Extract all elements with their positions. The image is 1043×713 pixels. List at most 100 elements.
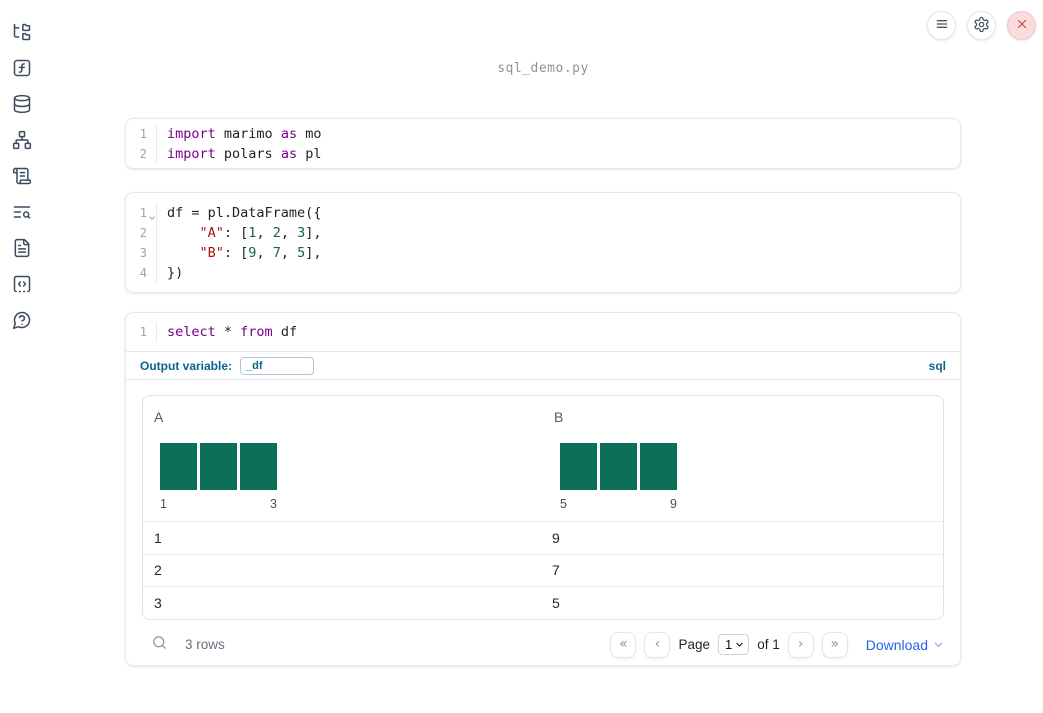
code-editor[interactable]: 1 import marimo as mo 2 import polars as pl (126, 119, 960, 168)
table-footer: 3 rows « ‹ Page 1 of 1 › » Downl (142, 628, 944, 662)
code-text: "B": [9, 7, 5], (199, 245, 322, 261)
chevron-down-icon (933, 637, 944, 653)
window-controls (927, 11, 1036, 40)
divider (126, 379, 960, 380)
code-text: select * from df (167, 324, 298, 340)
table-cell: 7 (552, 562, 560, 579)
sidebar-item-datasources[interactable] (8, 91, 36, 119)
histogram-bar (200, 443, 237, 490)
code-line: 2 "A": [1, 2, 3], (126, 223, 960, 243)
axis-min-label: 5 (560, 497, 567, 511)
menu-icon (934, 16, 950, 35)
notebook-filename: sql_demo.py (497, 61, 589, 76)
code-line: 1 select * from df (126, 322, 960, 342)
sql-cell: 1 select * from df Output variable: sql A… (125, 312, 961, 666)
line-number: 1 (126, 124, 157, 144)
line-number: 4 (126, 263, 157, 283)
line-number: 3 (126, 243, 157, 263)
menu-button[interactable] (927, 11, 956, 40)
download-label: Download (865, 636, 928, 653)
code-cell-imports: 1 import marimo as mo 2 import polars as pl (125, 118, 961, 169)
text-search-icon (12, 202, 32, 225)
histogram-bar (560, 443, 597, 490)
sidebar-item-files[interactable] (8, 19, 36, 47)
line-number: 1 (126, 203, 157, 223)
sidebar-item-outline-search[interactable] (8, 199, 36, 227)
page-label: Page (678, 637, 710, 652)
file-text-icon (12, 238, 32, 261)
code-text: df = pl.DataFrame({ (167, 205, 322, 221)
histogram-bar (640, 443, 677, 490)
first-page-button[interactable]: « (610, 631, 637, 658)
code-text: "A": [1, 2, 3], (199, 225, 322, 241)
sidebar-item-documentation[interactable] (8, 235, 36, 263)
code-editor[interactable]: 1 df = pl.DataFrame({ 2 "A": [1, 2, 3], 3 "… (126, 193, 960, 292)
column-histogram (160, 443, 277, 490)
sidebar-item-dependencies[interactable] (8, 127, 36, 155)
line-number: 1 (126, 322, 157, 342)
fold-chevron-icon[interactable] (148, 208, 156, 228)
output-variable-row: Output variable: sql (126, 352, 960, 379)
histogram-bar (600, 443, 637, 490)
code-line: 1 df = pl.DataFrame({ (126, 203, 960, 223)
code-editor[interactable]: 1 select * from df (126, 313, 960, 351)
page-of-label: of 1 (757, 637, 780, 652)
scroll-text-icon (12, 166, 32, 189)
folder-tree-icon (12, 22, 32, 45)
column-name: A (154, 409, 164, 425)
row-count-label: 3 rows (185, 637, 225, 652)
axis-min-label: 1 (160, 497, 167, 511)
code-text: import polars as pl (167, 146, 322, 162)
code-line: 2 import polars as pl (126, 144, 960, 164)
code-line: 4}) (126, 263, 960, 283)
page-select-value: 1 (724, 637, 733, 652)
code-line: 1 import marimo as mo (126, 124, 960, 144)
help-question-icon (12, 310, 32, 333)
snippets-code-icon (12, 274, 32, 297)
code-cell-dataframe: 1 df = pl.DataFrame({ 2 "A": [1, 2, 3], 3 "… (125, 192, 961, 293)
search-icon (151, 634, 168, 656)
table-cell: 5 (552, 594, 560, 611)
last-page-button[interactable]: » (821, 631, 848, 658)
chevron-down-icon (735, 637, 744, 652)
shutdown-button[interactable] (1007, 11, 1036, 40)
prev-page-button[interactable]: ‹ (644, 631, 671, 658)
histogram-bar (240, 443, 277, 490)
code-text: }) (167, 265, 184, 281)
divider (126, 351, 960, 352)
sidebar-item-snippets[interactable] (8, 271, 36, 299)
axis-max-label: 3 (270, 497, 277, 511)
sidebar-item-help[interactable] (8, 307, 36, 335)
table-cell: 3 (154, 594, 162, 611)
network-icon (12, 130, 32, 153)
line-number: 2 (126, 144, 157, 164)
page-select[interactable]: 1 (717, 634, 750, 655)
language-badge: sql (928, 358, 946, 373)
output-variable-label: Output variable: (140, 358, 233, 373)
table-cell: 9 (552, 529, 560, 546)
settings-button[interactable] (967, 11, 996, 40)
table-cell: 2 (154, 562, 162, 579)
column-name: B (554, 409, 564, 425)
function-square-icon (12, 58, 32, 81)
next-page-button[interactable]: › (787, 631, 814, 658)
download-button[interactable]: Download (866, 637, 944, 653)
histogram-bar (160, 443, 197, 490)
column-histogram (560, 443, 677, 490)
table-cell: 1 (154, 529, 162, 546)
sidebar-item-logs[interactable] (8, 163, 36, 191)
search-button[interactable] (151, 634, 168, 656)
database-icon (12, 94, 32, 117)
output-variable-input[interactable] (240, 356, 315, 375)
sidebar-item-variables[interactable] (8, 55, 36, 83)
